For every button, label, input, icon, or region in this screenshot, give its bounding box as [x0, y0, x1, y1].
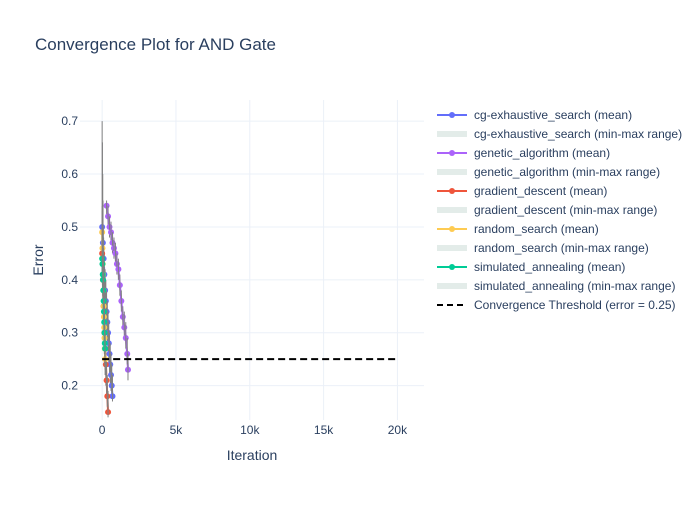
x-tick-label: 10k — [240, 423, 260, 437]
legend-marker — [449, 188, 455, 194]
x-axis-label: Iteration — [227, 447, 278, 463]
legend-label: simulated_annealing (min-max range) — [474, 279, 675, 293]
y-tick-label: 0.3 — [61, 326, 78, 340]
y-tick-label: 0.7 — [61, 114, 78, 128]
legend-label: genetic_algorithm (mean) — [474, 146, 610, 160]
legend-marker — [449, 264, 455, 270]
legend: cg-exhaustive_search (mean) cg-exhaustive… — [437, 108, 682, 312]
chart-title: Convergence Plot for AND Gate — [35, 35, 276, 54]
legend-label: gradient_descent (min-max range) — [474, 203, 657, 217]
legend-marker — [449, 150, 455, 156]
legend-label: Convergence Threshold (error = 0.25) — [474, 298, 676, 312]
legend-marker — [449, 226, 455, 232]
tick-layer: 0 5k 10k 15k 20k 0.2 0.3 0.4 0.5 0.6 0.7 — [61, 114, 408, 437]
legend-label: genetic_algorithm (min-max range) — [474, 165, 660, 179]
line-layer — [99, 121, 131, 418]
legend-label: random_search (mean) — [474, 222, 599, 236]
y-tick-label: 0.2 — [61, 379, 78, 393]
legend-label: simulated_annealing (mean) — [474, 260, 625, 274]
y-axis-label: Error — [30, 244, 46, 275]
y-tick-label: 0.6 — [61, 167, 78, 181]
y-tick-label: 0.5 — [61, 220, 78, 234]
legend-label: gradient_descent (mean) — [474, 184, 607, 198]
x-tick-label: 0 — [99, 423, 106, 437]
legend-label: random_search (min-max range) — [474, 241, 649, 255]
x-tick-label: 15k — [314, 423, 334, 437]
legend-label: cg-exhaustive_search (min-max range) — [474, 127, 682, 141]
legend-marker — [449, 112, 455, 118]
y-tick-label: 0.4 — [61, 273, 78, 287]
grid-layer — [80, 100, 424, 420]
legend-label: cg-exhaustive_search (mean) — [474, 108, 632, 122]
x-tick-label: 5k — [170, 423, 184, 437]
x-tick-label: 20k — [388, 423, 408, 437]
